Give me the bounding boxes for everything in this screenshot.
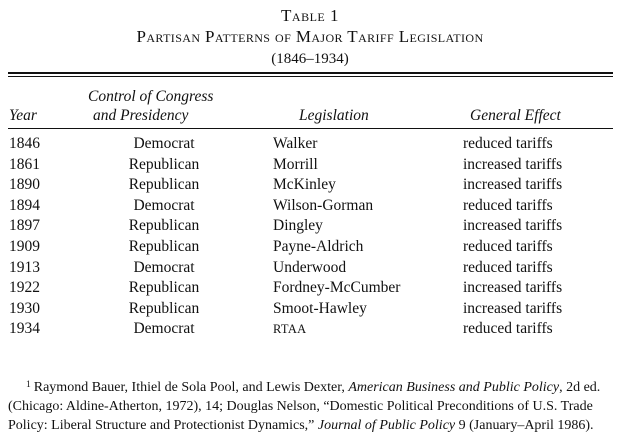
cell-year: 1894 bbox=[9, 196, 40, 214]
table-row: 1890 Republican McKinley increased tarif… bbox=[0, 175, 620, 196]
cell-year: 1913 bbox=[9, 258, 40, 276]
cell-control: Democrat bbox=[133, 196, 195, 214]
header-control: Control of Congress and Presidency bbox=[88, 87, 233, 125]
cell-control: Democrat bbox=[133, 258, 195, 276]
header-control-line2: and Presidency bbox=[93, 107, 189, 124]
cell-year: 1897 bbox=[9, 217, 40, 235]
table-row: 1934 Democrat RTAA reduced tariffs bbox=[0, 319, 620, 340]
cell-control: Republican bbox=[128, 155, 200, 173]
cell-control: Republican bbox=[128, 299, 200, 317]
header-rule bbox=[8, 128, 613, 129]
cell-legislation: RTAA bbox=[273, 322, 307, 337]
footnote-text-part3: 9 (January–April 1986). bbox=[455, 418, 594, 433]
cell-year: 1846 bbox=[9, 135, 40, 152]
cell-legislation: McKinley bbox=[273, 176, 336, 194]
cell-effect: reduced tariffs bbox=[463, 135, 553, 152]
table-year-range: (1846–1934) bbox=[271, 51, 349, 67]
footnote-book-title: American Business and Public Policy bbox=[348, 380, 560, 395]
cell-year: 1890 bbox=[9, 176, 40, 194]
footnote-text-part2: , 2d ed. (Chicago: Aldine-Atherton, 1972… bbox=[8, 380, 601, 433]
header-control-line1: Control of Congress bbox=[88, 88, 214, 105]
top-rule-thick bbox=[8, 72, 613, 74]
cell-legislation: Walker bbox=[273, 135, 318, 152]
cell-year: 1922 bbox=[9, 279, 40, 297]
cell-legislation: Fordney-McCumber bbox=[273, 279, 401, 297]
cell-effect: increased tariffs bbox=[463, 299, 563, 317]
cell-legislation: Wilson-Gorman bbox=[273, 196, 374, 214]
cell-legislation: Dingley bbox=[273, 217, 323, 235]
cell-year: 1909 bbox=[9, 237, 40, 255]
cell-control: Democrat bbox=[133, 320, 195, 338]
top-rule-thin bbox=[8, 76, 613, 77]
cell-effect: reduced tariffs bbox=[463, 237, 553, 255]
header-year: Year bbox=[9, 107, 37, 124]
table-row: 1894 Democrat Wilson-Gorman reduced tari… bbox=[0, 196, 620, 217]
table-title: Partisan Patterns of Major Tariff Legisl… bbox=[136, 27, 484, 46]
table-row: 1930 Republican Smoot-Hawley increased t… bbox=[0, 299, 620, 320]
table-row: 1913 Democrat Underwood reduced tariffs bbox=[0, 258, 620, 279]
cell-legislation: Underwood bbox=[273, 258, 347, 276]
footnote-journal-title: Journal of Public Policy bbox=[317, 418, 456, 433]
cell-effect: reduced tariffs bbox=[463, 258, 553, 276]
cell-effect: increased tariffs bbox=[463, 217, 563, 235]
table-header-row: Year Control of Congress and Presidency … bbox=[0, 84, 620, 128]
table-row: 1897 Republican Dingley increased tariff… bbox=[0, 216, 620, 237]
footnote-text-part1: Raymond Bauer, Ithiel de Sola Pool, and … bbox=[33, 380, 349, 395]
cell-control: Republican bbox=[128, 176, 200, 194]
cell-year: 1930 bbox=[9, 299, 40, 317]
cell-effect: increased tariffs bbox=[463, 155, 563, 173]
cell-legislation: Smoot-Hawley bbox=[273, 299, 367, 317]
table-row: 1909 Republican Payne-Aldrich reduced ta… bbox=[0, 237, 620, 258]
header-effect: General Effect bbox=[470, 107, 561, 124]
table-row: 1922 Republican Fordney-McCumber increas… bbox=[0, 278, 620, 299]
table-row: 1861 Republican Morrill increased tariff… bbox=[0, 155, 620, 176]
cell-year: 1861 bbox=[9, 155, 40, 173]
cell-legislation: Payne-Aldrich bbox=[273, 237, 364, 255]
table-body: 1846 Democrat Walker reduced tariffs 186… bbox=[0, 134, 620, 340]
footnote-mark: 1 bbox=[26, 380, 31, 390]
cell-control: Republican bbox=[128, 279, 200, 297]
table-number: Table 1 bbox=[281, 6, 339, 25]
cell-year: 1934 bbox=[9, 320, 40, 338]
footnote: 1 Raymond Bauer, Ithiel de Sola Pool, and… bbox=[8, 376, 614, 435]
cell-effect: reduced tariffs bbox=[463, 320, 553, 338]
cell-effect: reduced tariffs bbox=[463, 196, 553, 214]
header-legislation: Legislation bbox=[299, 107, 369, 124]
table-row: 1846 Democrat Walker reduced tariffs bbox=[0, 134, 620, 155]
cell-effect: increased tariffs bbox=[463, 176, 563, 194]
cell-control: Democrat bbox=[133, 135, 195, 152]
cell-legislation: Morrill bbox=[273, 155, 318, 173]
table-title-block: Table 1 Partisan Patterns of Major Tarif… bbox=[0, 6, 620, 69]
cell-control: Republican bbox=[128, 237, 200, 255]
cell-effect: increased tariffs bbox=[463, 279, 563, 297]
cell-control: Republican bbox=[128, 217, 200, 235]
